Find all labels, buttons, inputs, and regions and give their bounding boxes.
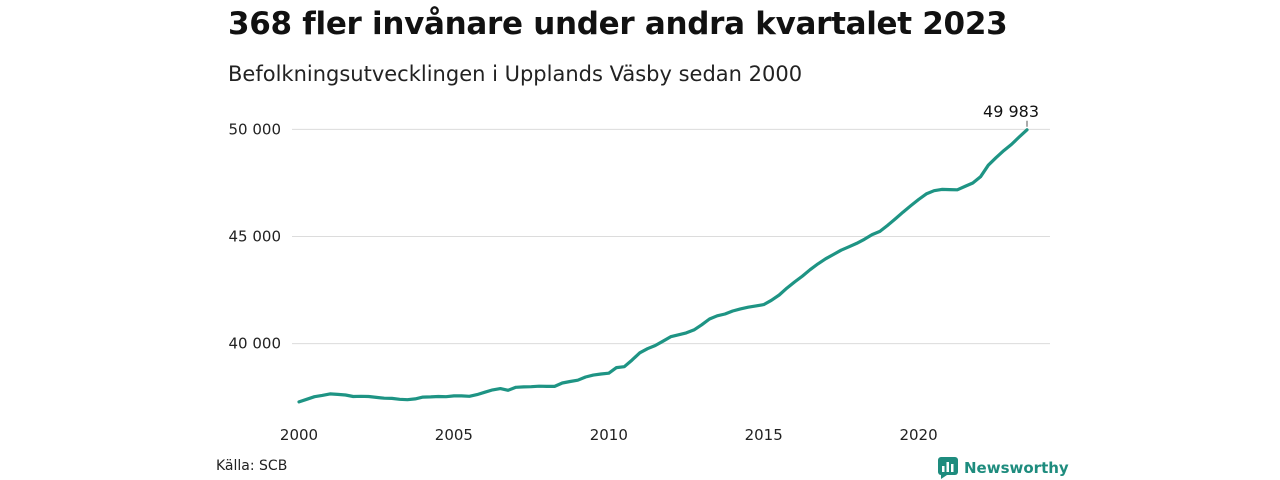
x-tick-label: 2010: [590, 426, 628, 444]
x-tick-label: 2005: [435, 426, 473, 444]
source-note: Källa: SCB: [216, 458, 288, 474]
y-tick-label: 45 000: [229, 228, 282, 246]
brand-logo[interactable]: Newsworthy: [938, 457, 1069, 479]
newsworthy-logo-icon: [938, 457, 958, 479]
y-axis-ticks: 40 000 45 000 50 000: [229, 120, 282, 352]
chart-title: 368 fler invånare under andra kvartalet …: [228, 6, 1008, 42]
x-tick-label: 2015: [745, 426, 783, 444]
x-tick-label: 2020: [899, 426, 937, 444]
series-layer: [297, 128, 1029, 404]
y-tick-label: 50 000: [229, 120, 282, 138]
annotation-layer: 49 983: [983, 102, 1039, 127]
annotation-label: 49 983: [983, 102, 1039, 121]
y-tick-label: 40 000: [229, 335, 282, 353]
x-axis-ticks: 2000 2005 2010 2015 2020: [280, 426, 938, 444]
chart-subtitle: Befolkningsutvecklingen i Upplands Väsby…: [228, 62, 803, 86]
series-line: [297, 128, 1029, 404]
x-tick-label: 2000: [280, 426, 318, 444]
brand-name: Newsworthy: [964, 459, 1069, 477]
gridlines: [292, 128, 1050, 345]
